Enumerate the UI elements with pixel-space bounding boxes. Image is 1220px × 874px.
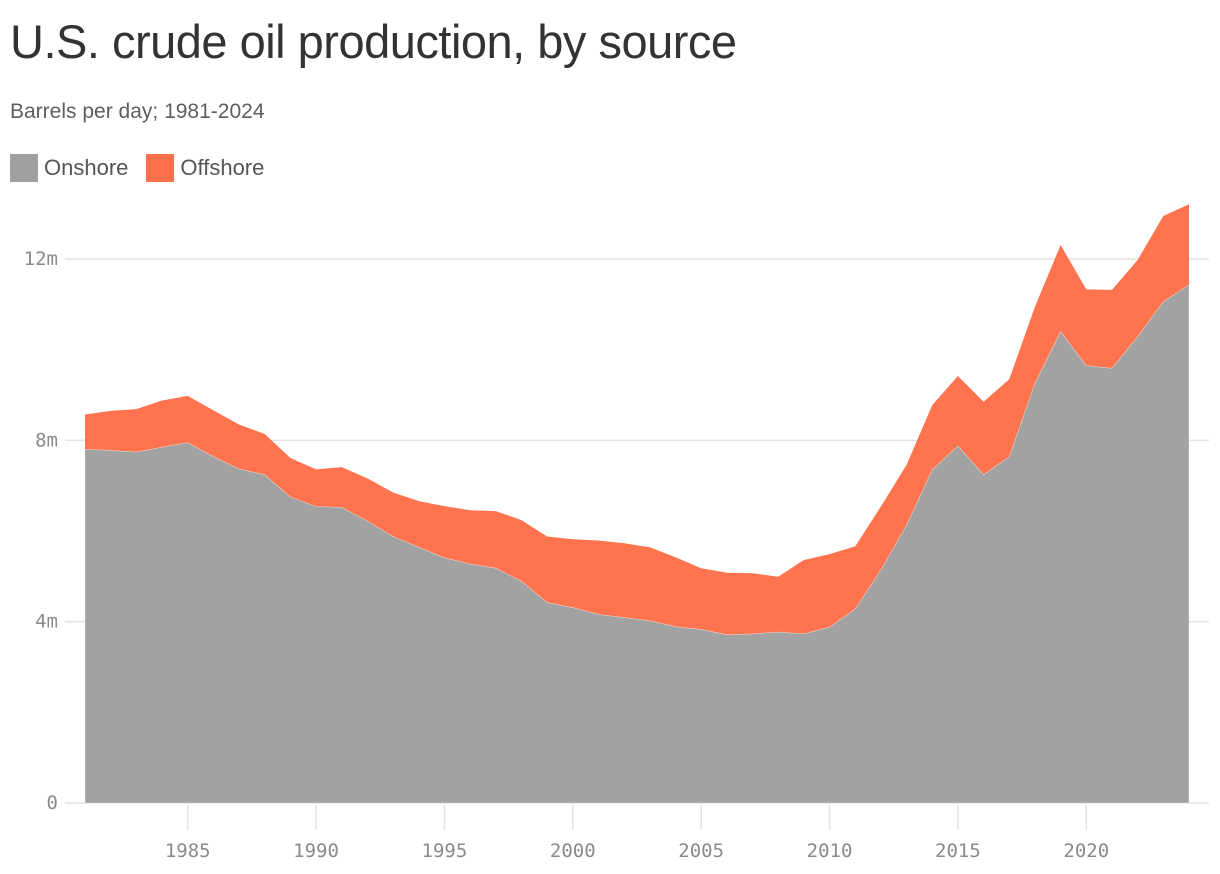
legend: Onshore Offshore [10,154,282,182]
x-tick-label: 2000 [550,840,596,862]
onshore-area [84,284,1190,804]
chart-areas [84,204,1190,804]
legend-label-onshore: Onshore [44,155,129,180]
x-tick-label: 2015 [935,840,981,862]
y-tick-label: 12m [24,248,58,270]
onshore-swatch [10,154,38,182]
x-tick-label: 2005 [678,840,724,862]
y-axis: 0 4m 8m 12m [24,248,58,814]
x-tick-label: 1995 [422,840,468,862]
x-tick-label: 2020 [1063,840,1109,862]
legend-item-offshore: Offshore [146,154,264,182]
x-tick-label: 2010 [807,840,853,862]
legend-label-offshore: Offshore [180,155,265,180]
offshore-swatch [146,154,175,182]
offshore-area [85,204,1189,635]
y-tick-label: 4m [35,611,58,633]
x-tick-label: 1990 [293,840,339,862]
x-axis: 1985 1990 1995 2000 2005 2010 2015 2020 [165,805,1109,862]
y-tick-label: 8m [35,429,58,451]
legend-item-onshore: Onshore [10,154,128,182]
chart-subtitle: Barrels per day; 1981-2024 [10,100,265,123]
y-tick-label: 0 [47,792,58,814]
x-tick-label: 1985 [165,840,211,862]
chart-title: U.S. crude oil production, by source [10,15,737,68]
